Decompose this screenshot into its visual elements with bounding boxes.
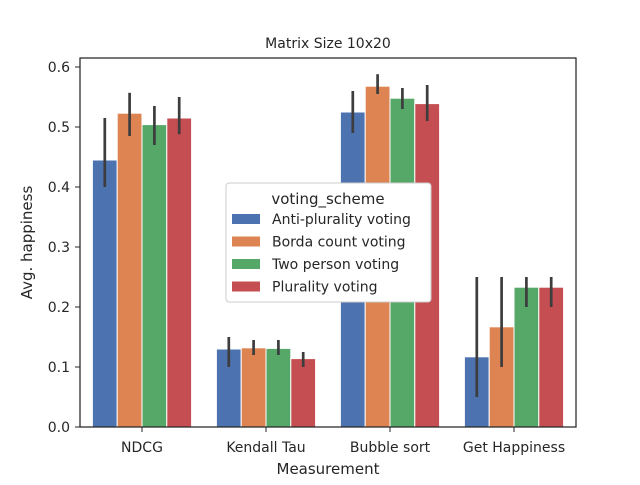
legend-swatch-0 bbox=[232, 214, 260, 224]
y-tick-label-4: 0.4 bbox=[48, 180, 70, 196]
bar-0-0 bbox=[91, 159, 118, 428]
bar-1-1 bbox=[240, 347, 267, 428]
legend-swatch-2 bbox=[232, 259, 260, 269]
legend-box bbox=[225, 182, 432, 303]
bar-2-0 bbox=[141, 124, 168, 428]
y-tick-label-3: 0.3 bbox=[48, 240, 70, 256]
legend-label-2: Two person voting bbox=[271, 257, 399, 273]
bar-2-1 bbox=[265, 347, 292, 428]
y-axis: 0.0 0.1 0.2 0.3 0.4 0.5 0.6 bbox=[48, 60, 80, 436]
y-tick-label-2: 0.2 bbox=[48, 300, 70, 316]
y-tick-label-5: 0.5 bbox=[48, 120, 70, 136]
y-tick-label-6: 0.6 bbox=[48, 60, 70, 76]
legend-swatch-1 bbox=[232, 236, 260, 247]
x-tick-label-2: Bubble sort bbox=[350, 440, 431, 456]
chart-title: Matrix Size 10x20 bbox=[265, 36, 391, 52]
x-tick-label-0: NDCG bbox=[121, 440, 163, 456]
error-bars-layer bbox=[103, 74, 553, 397]
y-tick-label-0: 0.0 bbox=[48, 420, 70, 436]
x-tick-label-3: Get Happiness bbox=[463, 440, 565, 456]
y-axis-label: Avg. happiness bbox=[18, 186, 36, 300]
legend-label-0: Anti-plurality voting bbox=[272, 212, 411, 228]
x-tick-label-1: Kendall Tau bbox=[226, 440, 305, 456]
x-axis-label: Measurement bbox=[277, 460, 380, 478]
bar-1-0 bbox=[116, 112, 143, 428]
bar-3-1 bbox=[290, 358, 317, 428]
bar-3-3 bbox=[538, 286, 565, 428]
bar-3-0 bbox=[166, 117, 193, 428]
legend: voting_scheme Anti-plurality voting Borda… bbox=[225, 182, 432, 303]
legend-label-3: Plurality voting bbox=[272, 280, 378, 296]
bar-2-3 bbox=[513, 286, 540, 428]
legend-title: voting_scheme bbox=[271, 190, 384, 209]
x-axis: NDCG Kendall Tau Bubble sort Get Happiness bbox=[121, 427, 565, 456]
plot-frame bbox=[79, 57, 577, 428]
y-tick-label-1: 0.1 bbox=[48, 360, 70, 376]
legend-swatch-3 bbox=[232, 281, 260, 292]
legend-label-1: Borda count voting bbox=[272, 235, 406, 251]
